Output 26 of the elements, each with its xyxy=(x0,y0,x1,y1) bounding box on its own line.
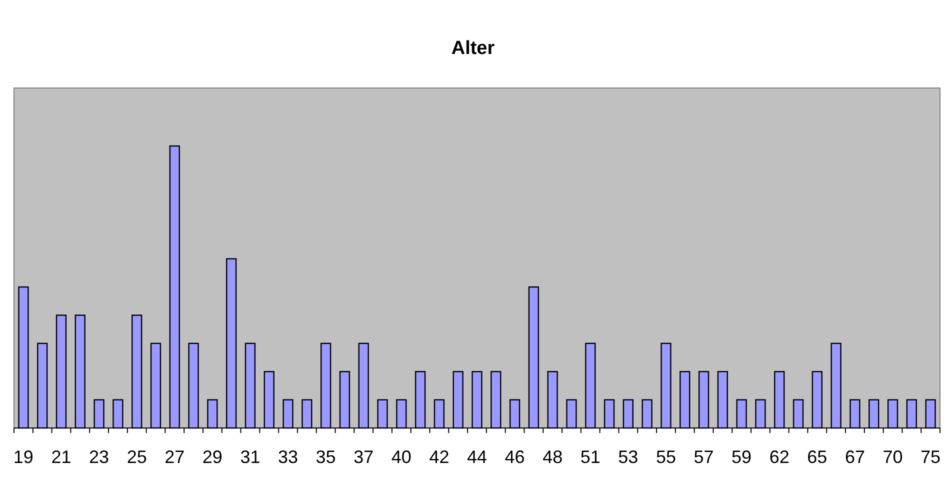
x-tick-label: 59 xyxy=(732,447,752,467)
x-tick-label: 46 xyxy=(504,447,525,467)
x-tick-label: 19 xyxy=(13,447,34,467)
x-tick-label: 48 xyxy=(542,447,563,467)
x-tick-label: 57 xyxy=(694,447,714,467)
x-tick-label: 62 xyxy=(769,447,790,467)
x-tick-label: 44 xyxy=(466,447,488,467)
x-tick-label: 27 xyxy=(164,447,185,467)
x-tick-label: 65 xyxy=(807,447,828,467)
x-tick-label: 37 xyxy=(354,447,374,467)
x-tick-label: 55 xyxy=(656,447,676,467)
x-tick-label: 51 xyxy=(580,447,600,467)
x-tick-label: 21 xyxy=(51,447,72,467)
x-tick-label: 23 xyxy=(89,447,110,467)
x-tick-label: 29 xyxy=(202,447,222,467)
x-tick-label: 67 xyxy=(844,447,865,467)
x-tick-label: 42 xyxy=(429,447,450,467)
x-tick-label: 25 xyxy=(126,447,147,467)
x-tick-label: 40 xyxy=(391,447,412,467)
x-tick-label: 70 xyxy=(882,447,903,467)
x-tick-label: 31 xyxy=(240,447,260,467)
x-tick-label: 35 xyxy=(316,447,336,467)
chart-title: Alter xyxy=(451,38,496,59)
x-tick-label: 53 xyxy=(618,447,638,467)
x-tick-label: 33 xyxy=(278,447,298,467)
x-tick-label: 75 xyxy=(920,447,941,467)
